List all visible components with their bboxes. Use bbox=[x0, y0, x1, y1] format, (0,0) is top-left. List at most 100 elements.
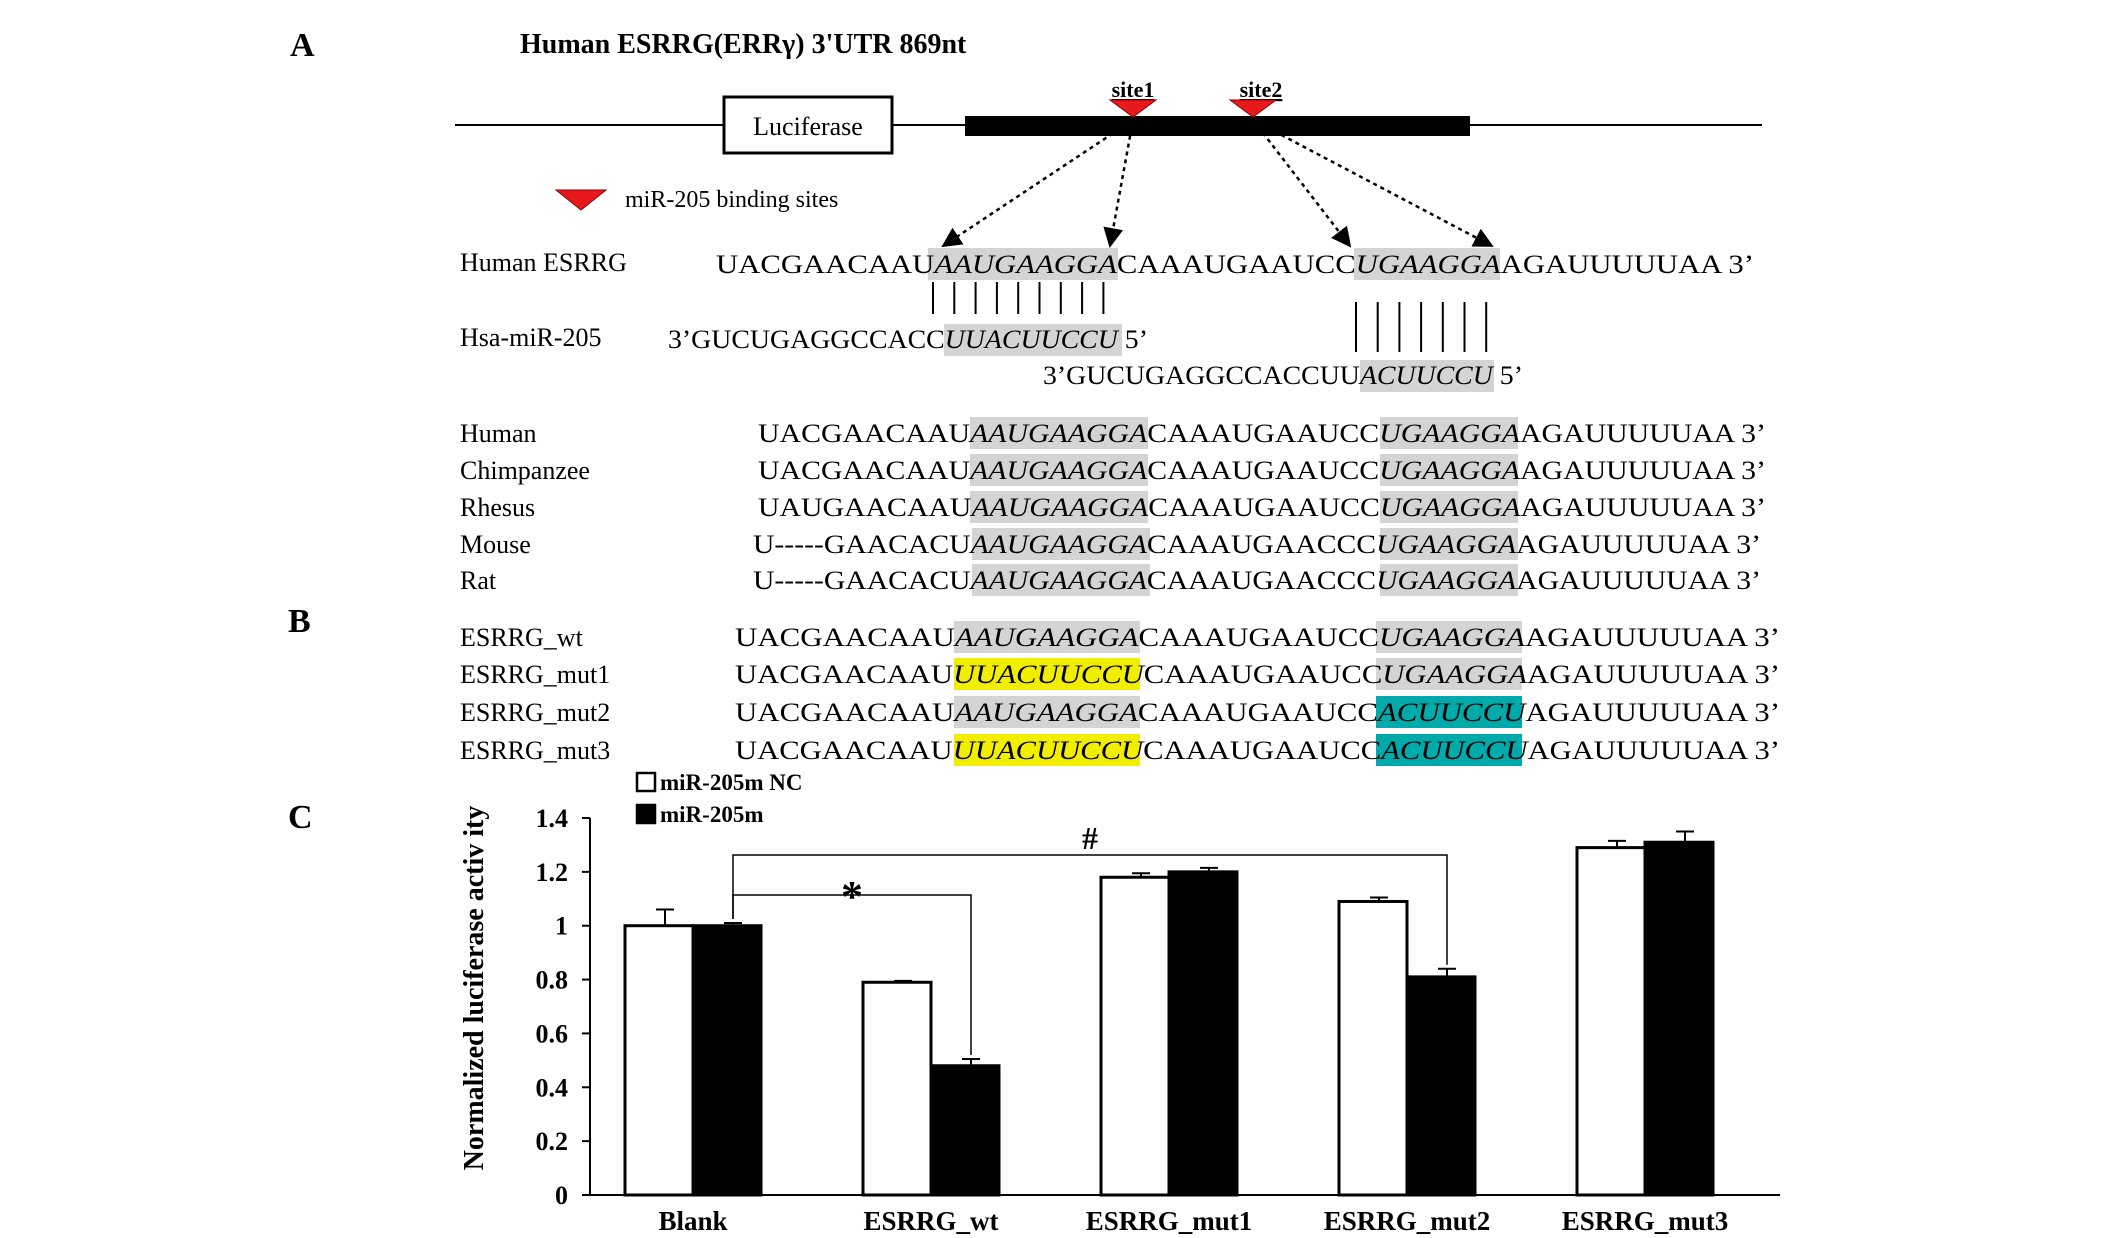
bar-mir205m-esrrg_wt bbox=[929, 1064, 1001, 1197]
species-rat-sequence: U-----GAACACU AAUGAAGGA CAAAUGAACCC UGAAGGA… bbox=[753, 566, 1761, 595]
esrrg-wt-site2-highlight bbox=[1376, 621, 1522, 653]
utr-bar bbox=[965, 116, 1470, 136]
species-mouse-label: Mouse bbox=[460, 530, 531, 559]
legend-marker-icon bbox=[554, 189, 608, 211]
bar-mir205m-esrrg_mut2 bbox=[1405, 975, 1477, 1197]
esrrg-mut3-site2-highlight bbox=[1376, 734, 1522, 766]
y-tick-label: 0.8 bbox=[536, 966, 569, 995]
bar-nc-esrrg_mut2 bbox=[1337, 899, 1409, 1197]
mir1-sequence: 3’GUCUGAGGCCACC UUACUUCCU 5’ bbox=[668, 325, 1148, 354]
y-tick-label: 0.6 bbox=[536, 1019, 569, 1048]
y-axis-label: Normalized luciferase activ ity bbox=[459, 806, 490, 1171]
esrrg-mut3-site1-highlight bbox=[954, 734, 1140, 766]
panel-label-c: C bbox=[288, 799, 313, 836]
mir-label: Hsa-miR-205 bbox=[460, 323, 602, 352]
esrrg-wt-sequence: UACGAACAAU AAUGAAGGA CAAAUGAAUCC UGAAGGA AGA… bbox=[735, 623, 1780, 652]
esrrg-mut2-site1-highlight bbox=[954, 696, 1140, 728]
esrrg-sequence: UACGAACAAU AAUGAAGGA CAAAUGAAUCC UGAAGGA AGA… bbox=[716, 250, 1754, 279]
site2-marker-icon bbox=[1228, 99, 1278, 118]
esrrg-mut1-label: ESRRG_mut1 bbox=[460, 660, 610, 689]
species-rhesus-site1-highlight bbox=[970, 491, 1148, 523]
y-tick-label: 0.2 bbox=[536, 1127, 569, 1156]
esrrg-mut1-sequence: UACGAACAAU UUACUUCCU CAAAUGAAUCC UGAAGGA AGA… bbox=[735, 660, 1780, 689]
species-human-site2-highlight bbox=[1380, 417, 1518, 449]
esrrg-mut3-label: ESRRG_mut3 bbox=[460, 736, 610, 765]
bar-mir205m-blank bbox=[691, 924, 763, 1197]
luciferase-box bbox=[722, 95, 894, 155]
species-mouse-sequence: U-----GAACACU AAUGAAGGA CAAAUGAACCC UGAAGGA… bbox=[753, 530, 1761, 559]
legend-label: miR-205m bbox=[660, 802, 763, 827]
bar-nc-blank bbox=[623, 924, 695, 1197]
species-human-site1-highlight bbox=[970, 417, 1148, 449]
pairing-lines-site2 bbox=[1355, 302, 1488, 352]
species-chimpanzee-site1-highlight bbox=[970, 454, 1148, 486]
mutant-sequences: ESRRG_wt UACGAACAAU AAUGAAGGA CAAAUGAAUCC UG… bbox=[460, 621, 1780, 766]
species-mouse-site1-highlight bbox=[972, 528, 1150, 560]
esrrg-site1-highlight bbox=[928, 248, 1118, 280]
panel-label-b: B bbox=[288, 603, 311, 640]
species-rat-site2-highlight bbox=[1380, 564, 1518, 596]
y-tick-label: 1.4 bbox=[536, 804, 569, 833]
esrrg-mut2-site2-highlight bbox=[1376, 696, 1522, 728]
arrow-site2-left bbox=[1252, 119, 1352, 248]
legend-swatch bbox=[635, 771, 657, 793]
y-tick-label: 1.2 bbox=[536, 858, 569, 887]
esrrg-mut2-label: ESRRG_mut2 bbox=[460, 698, 610, 727]
species-human-label: Human bbox=[460, 419, 537, 448]
esrrg-site2-highlight bbox=[1354, 248, 1500, 280]
mir2-sequence: 3’GUCUGAGGCCACCUU ACUUCCU 5’ bbox=[1043, 361, 1523, 390]
chart-axes: 0 0.2 0.4 0.6 0.8 1 1.2 1.4 Blank ESRRG_wt ESRRG_m… bbox=[536, 804, 1780, 1236]
esrrg-mut1-site2-highlight bbox=[1376, 658, 1522, 690]
site1-marker-icon bbox=[1108, 99, 1158, 118]
construct-title: Human ESRRG(ERRγ) 3'UTR 869nt bbox=[520, 29, 967, 60]
conservation-alignment: Human UACGAACAAU AAUGAAGGA CAAAUGAAUCC UGAAG… bbox=[460, 417, 1766, 596]
significance-bracket bbox=[732, 854, 1448, 965]
bar-mir205m-esrrg_mut3 bbox=[1643, 840, 1715, 1197]
species-chimpanzee-sequence: UACGAACAAU AAUGAAGGA CAAAUGAAUCC UGAAGGA AGA… bbox=[758, 456, 1766, 485]
esrrg-mut1-site1-highlight bbox=[954, 658, 1140, 690]
x-tick-label: Blank bbox=[658, 1206, 727, 1236]
significance-annotations: *# bbox=[732, 820, 1448, 1056]
significance-symbol: # bbox=[1082, 820, 1098, 856]
significance-symbol: * bbox=[841, 872, 863, 921]
panel-label-a: A bbox=[290, 27, 315, 64]
construct-diagram: Human ESRRG(ERRγ) 3'UTR 869nt Luciferase… bbox=[455, 29, 1762, 248]
arrow-site1-right bbox=[1103, 119, 1135, 248]
pairing-block: Human ESRRG UACGAACAAU AAUGAAGGA CAAAUGAAU… bbox=[460, 248, 1754, 392]
esrrg-mut3-sequence: UACGAACAAU UUACUUCCU CAAAUGAAUCC ACUUCCU AGA… bbox=[735, 736, 1780, 765]
site1-label: site1 bbox=[1112, 77, 1155, 102]
y-tick-label: 0 bbox=[555, 1181, 568, 1210]
chart-legend: miR-205m NC miR-205m bbox=[635, 770, 802, 827]
legend-swatch bbox=[635, 803, 657, 825]
site2-label: site2 bbox=[1240, 77, 1283, 102]
x-tick-label: ESRRG_mut2 bbox=[1324, 1206, 1491, 1236]
species-chimpanzee-label: Chimpanzee bbox=[460, 456, 590, 485]
bar-nc-esrrg_mut3 bbox=[1575, 846, 1647, 1197]
y-tick-label: 1 bbox=[555, 912, 568, 941]
species-mouse-site2-highlight bbox=[1380, 528, 1518, 560]
species-rat-site1-highlight bbox=[972, 564, 1150, 596]
bar-nc-esrrg_wt bbox=[861, 980, 933, 1197]
luciferase-bar-chart: Normalized luciferase activ ity miR-205m… bbox=[459, 770, 1780, 1236]
species-chimpanzee-site2-highlight bbox=[1380, 454, 1518, 486]
mir2-seed-highlight bbox=[1360, 360, 1494, 392]
pairing-lines-site1 bbox=[932, 282, 1105, 314]
species-rhesus-label: Rhesus bbox=[460, 493, 535, 522]
esrrg-label: Human ESRRG bbox=[460, 248, 627, 277]
species-human-sequence: UACGAACAAU AAUGAAGGA CAAAUGAAUCC UGAAGGA AGA… bbox=[758, 419, 1766, 448]
bar-mir205m-esrrg_mut1 bbox=[1167, 870, 1239, 1197]
arrow-site1-left bbox=[941, 118, 1134, 248]
species-rat-label: Rat bbox=[460, 566, 497, 595]
species-rhesus-site2-highlight bbox=[1380, 491, 1518, 523]
legend-label: miR-205m NC bbox=[660, 770, 802, 795]
x-tick-label: ESRRG_mut1 bbox=[1086, 1206, 1253, 1236]
bar-nc-esrrg_mut1 bbox=[1099, 875, 1171, 1197]
mir1-seed-highlight bbox=[944, 324, 1122, 356]
luciferase-label: Luciferase bbox=[753, 112, 863, 141]
x-tick-label: ESRRG_wt bbox=[863, 1206, 998, 1236]
arrow-site2-right bbox=[1252, 118, 1494, 248]
esrrg-mut2-sequence: UACGAACAAU AAUGAAGGA CAAAUGAAUCC ACUUCCU AGA… bbox=[735, 698, 1780, 727]
legend-binding-sites: miR-205 binding sites bbox=[625, 187, 838, 213]
species-rhesus-sequence: UAUGAACAAU AAUGAAGGA CAAAUGAAUCC UGAAGGA AGA… bbox=[758, 493, 1766, 522]
